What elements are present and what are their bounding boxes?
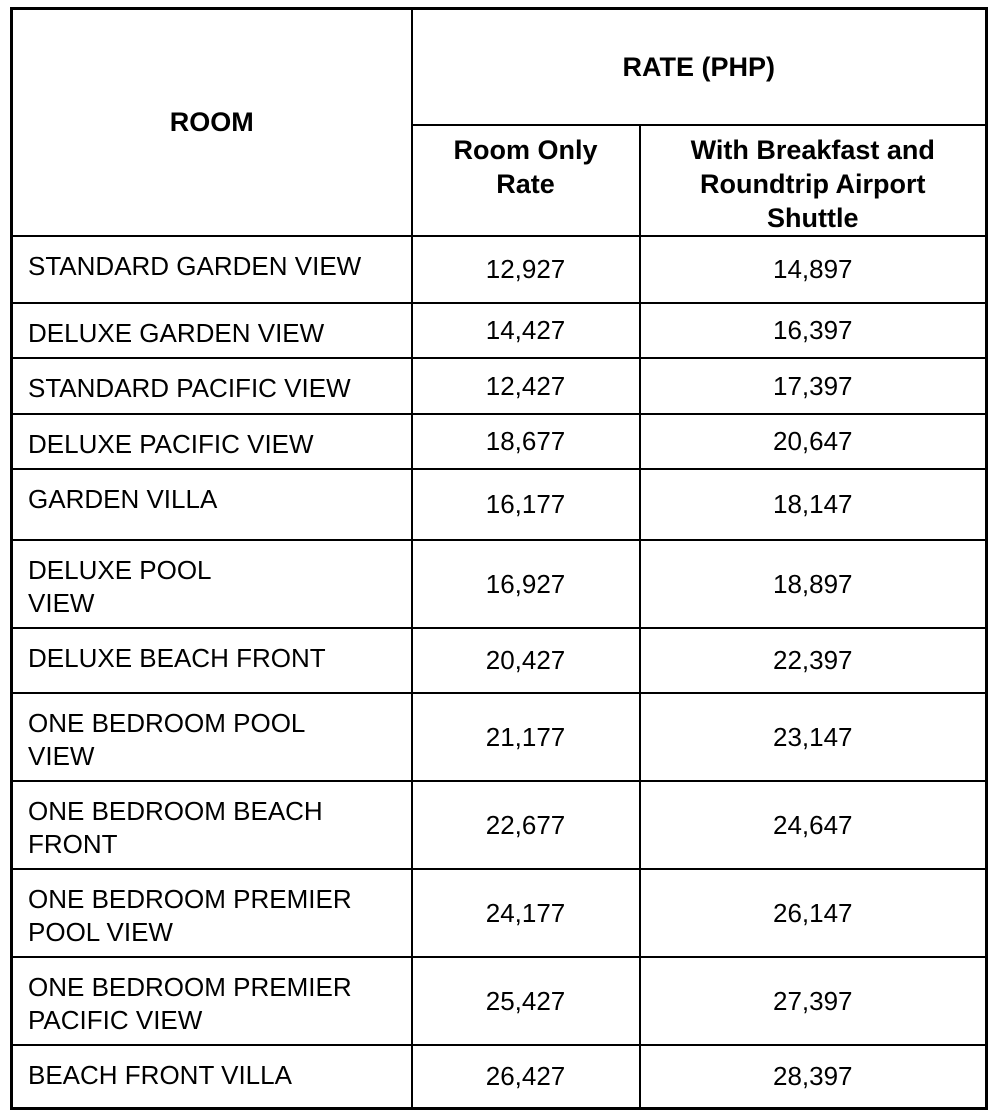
room-name-cell: BEACH FRONT VILLA xyxy=(10,1044,413,1110)
with-breakfast-rate-cell: 27,397 xyxy=(638,956,988,1047)
room-name-cell: DELUXE PACIFIC VIEW xyxy=(10,412,413,471)
room-only-rate-cell: 22,677 xyxy=(410,780,641,871)
room-name-cell: GARDEN VILLA xyxy=(10,468,413,542)
table-row: DELUXE BEACH FRONT 20,427 22,397 xyxy=(10,627,988,695)
with-breakfast-rate-cell: 18,897 xyxy=(638,539,988,630)
room-name-cell: ONE BEDROOM POOL VIEW xyxy=(10,692,413,783)
with-breakfast-rate-cell: 23,147 xyxy=(638,692,988,783)
table-row: STANDARD PACIFIC VIEW 12,427 17,397 xyxy=(10,357,988,415)
room-name-cell: DELUXE BEACH FRONT xyxy=(10,627,413,695)
room-only-rate-cell: 14,427 xyxy=(410,301,641,360)
room-name-cell: STANDARD PACIFIC VIEW xyxy=(10,357,413,415)
room-only-rate-cell: 18,677 xyxy=(410,412,641,471)
with-breakfast-rate-cell: 22,397 xyxy=(638,627,988,695)
room-only-rate-cell: 25,427 xyxy=(410,956,641,1047)
table-row: ONE BEDROOM BEACH FRONT 22,677 24,647 xyxy=(10,780,988,871)
rate-table: ROOM RATE (PHP) Room Only Rate With Brea… xyxy=(10,7,988,1110)
room-name-cell: DELUXE GARDEN VIEW xyxy=(10,301,413,360)
header-row-sub: Room Only Rate With Breakfast and Roundt… xyxy=(12,123,988,237)
room-column-header: ROOM xyxy=(10,7,413,237)
room-name-cell: DELUXE POOL VIEW xyxy=(10,539,413,630)
room-only-rate-cell: 16,177 xyxy=(410,468,641,542)
room-name-cell: ONE BEDROOM PREMIER POOL VIEW xyxy=(10,868,413,959)
room-name-cell: STANDARD GARDEN VIEW xyxy=(10,234,413,304)
with-breakfast-rate-cell: 17,397 xyxy=(638,357,988,415)
page: ROOM RATE (PHP) Room Only Rate With Brea… xyxy=(10,7,988,1110)
room-only-rate-cell: 12,927 xyxy=(410,234,641,304)
with-breakfast-rate-cell: 16,397 xyxy=(638,301,988,360)
room-name-cell: ONE BEDROOM BEACH FRONT xyxy=(10,780,413,871)
room-only-rate-header: Room Only Rate xyxy=(410,123,641,237)
room-only-rate-cell: 20,427 xyxy=(410,627,641,695)
table-row: GARDEN VILLA 16,177 18,147 xyxy=(10,468,988,542)
table-row: DELUXE POOL VIEW 16,927 18,897 xyxy=(10,539,988,630)
room-only-rate-cell: 24,177 xyxy=(410,868,641,959)
rate-group-header: RATE (PHP) xyxy=(410,7,988,126)
table-row: STANDARD GARDEN VIEW 12,927 14,897 xyxy=(10,234,988,304)
room-only-rate-cell: 26,427 xyxy=(410,1044,641,1110)
table-row: BEACH FRONT VILLA 26,427 28,397 xyxy=(10,1044,988,1110)
table-row: ONE BEDROOM PREMIER PACIFIC VIEW 25,427 … xyxy=(10,956,988,1047)
with-breakfast-rate-cell: 24,647 xyxy=(638,780,988,871)
with-breakfast-rate-cell: 14,897 xyxy=(638,234,988,304)
rate-table-body: ROOM RATE (PHP) Room Only Rate With Brea… xyxy=(10,7,988,1110)
header-row-group: ROOM RATE (PHP) xyxy=(10,7,988,237)
table-row: ONE BEDROOM PREMIER POOL VIEW 24,177 26,… xyxy=(10,868,988,959)
table-row: ONE BEDROOM POOL VIEW 21,177 23,147 xyxy=(10,692,988,783)
with-breakfast-rate-cell: 28,397 xyxy=(638,1044,988,1110)
with-breakfast-rate-cell: 18,147 xyxy=(638,468,988,542)
room-name-cell: ONE BEDROOM PREMIER PACIFIC VIEW xyxy=(10,956,413,1047)
room-only-rate-cell: 21,177 xyxy=(410,692,641,783)
with-breakfast-rate-cell: 20,647 xyxy=(638,412,988,471)
with-breakfast-rate-cell: 26,147 xyxy=(638,868,988,959)
table-row: DELUXE PACIFIC VIEW 18,677 20,647 xyxy=(10,412,988,471)
room-only-rate-cell: 12,427 xyxy=(410,357,641,415)
with-breakfast-header: With Breakfast and Roundtrip Airport Shu… xyxy=(638,123,988,237)
table-row: DELUXE GARDEN VIEW 14,427 16,397 xyxy=(10,301,988,360)
room-only-rate-cell: 16,927 xyxy=(410,539,641,630)
